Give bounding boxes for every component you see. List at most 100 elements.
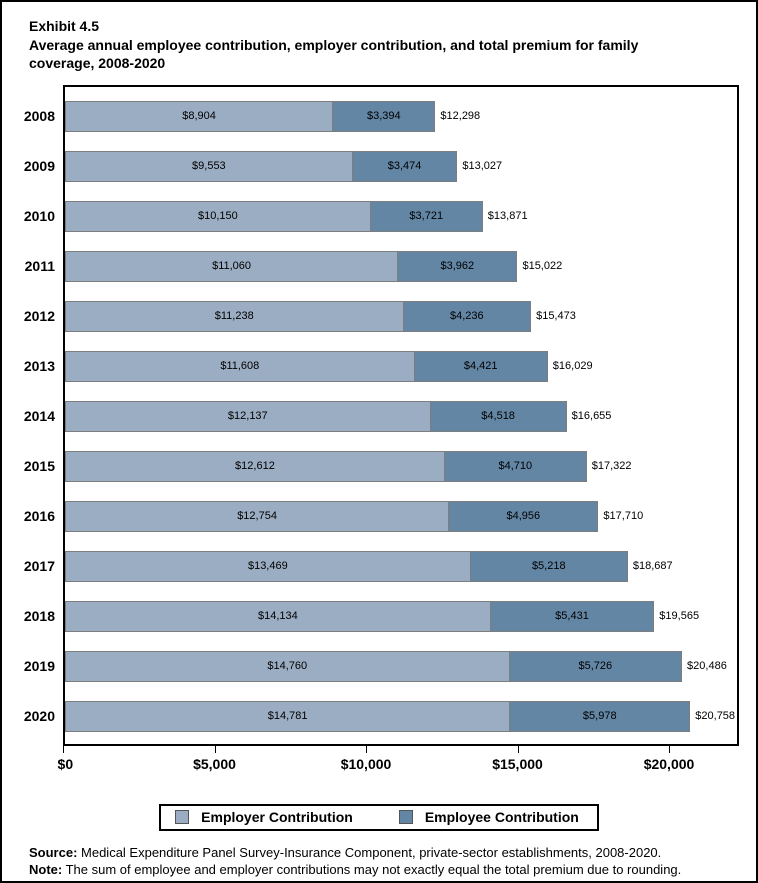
bar-row: 2009 $9,553 $3,474 $13,027 <box>24 141 737 191</box>
total-premium-label: $17,322 <box>591 460 632 472</box>
employer-segment: $12,612 <box>65 450 445 482</box>
year-label: 2020 <box>23 708 55 724</box>
tick-label: $5,000 <box>193 756 236 772</box>
exhibit-number: Exhibit 4.5 <box>29 18 100 34</box>
footnotes: Source: Medical Expenditure Panel Survey… <box>2 844 756 878</box>
bar-row: 2016 $12,754 $4,956 $17,710 <box>24 491 737 541</box>
year-label: 2015 <box>23 458 55 474</box>
stacked-bar: $11,238 $4,236 $15,473 <box>65 300 737 332</box>
total-premium-label: $17,710 <box>603 510 644 522</box>
total-premium-label: $15,473 <box>536 310 576 322</box>
stacked-bar: $14,760 $5,726 $20,486 <box>65 650 737 682</box>
employer-segment: $14,134 <box>65 600 491 632</box>
total-premium-label: $20,758 <box>695 710 736 722</box>
tick-mark <box>366 746 367 753</box>
employee-segment: $4,956 <box>449 500 599 532</box>
employee-segment: $5,726 <box>509 650 683 682</box>
year-label: 2018 <box>23 608 55 624</box>
tick-mark <box>214 746 216 753</box>
tick-label: $0 <box>57 756 74 772</box>
stacked-bar: $12,754 $4,956 $17,710 <box>65 500 737 532</box>
employer-segment: $11,238 <box>65 300 404 332</box>
employee-segment: $5,978 <box>510 700 691 732</box>
note-label: Note: <box>29 862 63 877</box>
total-premium-label: $19,565 <box>659 610 700 622</box>
employer-segment: $10,150 <box>65 200 371 232</box>
total-premium-label: $18,687 <box>632 560 673 572</box>
stacked-bar: $12,612 $4,710 $17,322 <box>65 450 737 482</box>
employee-segment: $5,218 <box>470 550 628 582</box>
employee-swatch-icon <box>398 810 413 824</box>
employer-segment: $11,608 <box>65 350 415 382</box>
employee-segment: $4,236 <box>403 300 532 332</box>
employer-swatch-icon <box>175 810 190 824</box>
employee-segment: $3,474 <box>352 150 458 182</box>
employee-segment: $4,710 <box>444 450 587 482</box>
source-line: Source: Medical Expenditure Panel Survey… <box>29 844 756 861</box>
year-label: 2016 <box>23 508 55 524</box>
employer-segment: $9,553 <box>65 150 353 182</box>
year-label: 2010 <box>23 208 55 224</box>
x-axis: $0 $5,000 $10,000 $15,000 $20,000 <box>58 746 739 780</box>
employer-segment: $12,137 <box>65 400 431 432</box>
note-line: Note: The sum of employee and employer c… <box>29 861 756 878</box>
employer-segment: $11,060 <box>65 250 399 282</box>
tick-mark <box>63 746 64 753</box>
stacked-bar: $13,469 $5,218 $18,687 <box>65 550 737 582</box>
source-label: Source: <box>29 845 78 860</box>
stacked-bar: $14,781 $5,978 $20,758 <box>65 700 737 732</box>
tick-label: $10,000 <box>340 756 392 772</box>
bar-row: 2020 $14,781 $5,978 $20,758 <box>24 691 737 741</box>
tick-label: $20,000 <box>643 756 695 772</box>
employee-segment: $3,962 <box>398 250 518 282</box>
legend-label-employee: Employee Contribution <box>424 809 579 825</box>
employer-segment: $13,469 <box>65 550 471 582</box>
total-premium-label: $20,486 <box>687 660 727 672</box>
bar-row: 2019 $14,760 $5,726 $20,486 <box>24 641 737 691</box>
employee-segment: $4,421 <box>414 350 548 382</box>
tick-mark <box>517 746 519 753</box>
tick-label: $15,000 <box>492 756 543 772</box>
legend-label-employer: Employer Contribution <box>201 809 353 825</box>
year-label: 2009 <box>23 158 55 174</box>
total-premium-label: $16,655 <box>571 410 612 422</box>
bar-row: 2015 $12,612 $4,710 $17,322 <box>24 441 737 491</box>
employer-segment: $8,904 <box>65 100 334 132</box>
total-premium-label: $13,871 <box>487 210 528 222</box>
year-label: 2014 <box>23 408 55 424</box>
legend-item-employee: Employee Contribution <box>398 809 579 825</box>
year-label: 2011 <box>24 258 55 274</box>
stacked-bar: $11,608 $4,421 $16,029 <box>65 350 737 382</box>
total-premium-label: $15,022 <box>522 260 563 272</box>
bar-row: 2017 $13,469 $5,218 $18,687 <box>24 541 737 591</box>
year-label: 2017 <box>23 558 55 574</box>
employer-segment: $14,760 <box>65 650 510 682</box>
employer-segment: $12,754 <box>65 500 450 532</box>
bar-row: 2008 $8,904 $3,394 $12,298 <box>24 91 737 141</box>
bar-row: 2010 $10,150 $3,721 $13,871 <box>24 191 737 241</box>
employee-segment: $3,721 <box>370 200 483 232</box>
employee-segment: $3,394 <box>333 100 436 132</box>
stacked-bar: $10,150 $3,721 $13,871 <box>65 200 737 232</box>
employee-segment: $4,518 <box>430 400 567 432</box>
stacked-bar: $8,904 $3,394 $12,298 <box>65 100 737 132</box>
stacked-bar: $14,134 $5,431 $19,565 <box>65 600 737 632</box>
employer-segment: $14,781 <box>65 700 511 732</box>
total-premium-label: $16,029 <box>552 360 593 372</box>
legend: Employer Contribution Employee Contribut… <box>159 804 599 831</box>
tick-mark <box>669 746 670 753</box>
stacked-bar: $12,137 $4,518 $16,655 <box>65 400 737 432</box>
bar-row: 2013 $11,608 $4,421 $16,029 <box>24 341 737 391</box>
title-block: Exhibit 4.5 Average annual employee cont… <box>2 2 756 72</box>
bar-row: 2011 $11,060 $3,962 $15,022 <box>25 241 737 291</box>
bar-row: 2012 $11,238 $4,236 $15,473 <box>24 291 737 341</box>
legend-item-employer: Employer Contribution <box>175 809 353 825</box>
stacked-bar: $11,060 $3,962 $15,022 <box>65 250 737 282</box>
page-title: Average annual employee contribution, em… <box>29 37 639 71</box>
total-premium-label: $12,298 <box>440 110 481 122</box>
plot-area: 2008 $8,904 $3,394 $12,298 2009 $9,553 $3,474 $… <box>24 85 739 746</box>
year-label: 2008 <box>23 108 55 124</box>
employee-segment: $5,431 <box>490 600 655 632</box>
total-premium-label: $13,027 <box>462 160 503 172</box>
